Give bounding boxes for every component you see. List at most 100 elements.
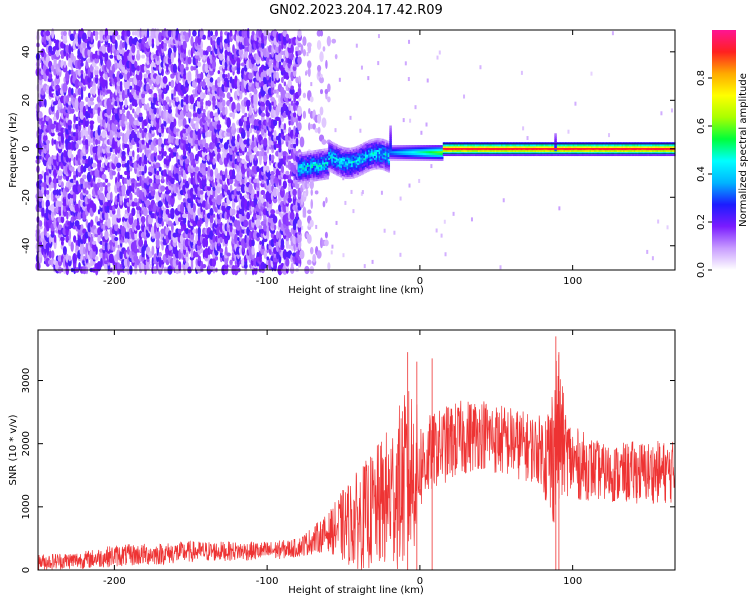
spectrogram-cell [338, 147, 342, 150]
spectrogram-cell [383, 139, 386, 142]
spectrogram-cell [364, 145, 368, 148]
spectrogram-cell [303, 153, 306, 156]
spectrogram-cell [292, 188, 297, 197]
spectrogram-cell [374, 142, 377, 145]
spectrogram-cell [200, 260, 204, 272]
spectrogram-cell [285, 170, 290, 176]
spectrogram-cell [386, 144, 389, 147]
spectrogram-cell [226, 174, 231, 179]
spectrogram-cell [158, 32, 163, 43]
spectrogram-cell [399, 252, 402, 257]
spectrogram-cell [329, 170, 332, 173]
spectrogram-cell [300, 171, 303, 174]
spectrogram-cell [319, 158, 322, 162]
spectrogram-cell [100, 257, 103, 268]
spectrogram-cell [314, 171, 317, 174]
spectrogram-cell [303, 155, 306, 158]
spectrogram-cell [303, 157, 306, 160]
spectrogram-cell [154, 212, 157, 220]
spectrogram-cell [300, 154, 303, 157]
spectrogram-cell [290, 85, 295, 90]
spectrogram-cell [237, 236, 240, 241]
spectrogram-cell [374, 153, 377, 157]
spectrogram-cell [320, 74, 323, 79]
spectrogram-cell [202, 111, 206, 119]
spectrogram-cell [121, 30, 126, 37]
spectrogram-cell [276, 71, 280, 81]
spectrogram-cell [244, 112, 248, 117]
spectrogram-cell [256, 232, 260, 238]
spectrogram-cell [297, 170, 300, 173]
spectrogram-cell [369, 153, 372, 156]
spectrogram-cell [335, 159, 339, 162]
spectrogram-cell [202, 237, 207, 248]
spectrogram-cell [375, 151, 378, 154]
spectrogram-cell [389, 158, 392, 161]
spectrogram-cell [380, 142, 383, 145]
spectrogram-cell [94, 69, 99, 76]
spectrogram-cell [360, 147, 363, 151]
spectrogram-cell [90, 258, 94, 267]
spectrogram-cell [404, 152, 407, 156]
spectrogram-cell [282, 151, 288, 157]
spectrogram-cell [386, 156, 389, 159]
spectrogram-cell [316, 169, 319, 172]
spectrogram-cell [367, 76, 370, 81]
spectrogram-cell [211, 59, 217, 70]
spectrogram-cell [361, 162, 365, 165]
spectrogram-cell [367, 161, 371, 164]
spectrogram-cell [322, 148, 325, 151]
spectrogram-cell [209, 77, 214, 83]
spectrogram-cell [320, 89, 324, 95]
spectrogram-cell [502, 198, 505, 203]
spectrogram-cell [320, 154, 323, 158]
spectrogram-cell [387, 156, 391, 159]
spectrogram-cell [51, 138, 54, 146]
spectrogram-cell [363, 144, 366, 147]
spectrogram-cell [399, 196, 402, 201]
spectrogram-cell [92, 30, 96, 36]
spectrogram-cell [114, 40, 118, 51]
spectrogram-cell [246, 211, 251, 220]
spectrogram-cell [331, 170, 334, 174]
spectrogram-cell [342, 176, 345, 181]
spectrogram-cell [63, 94, 67, 105]
spectrogram-cell [163, 150, 167, 157]
spectrogram-cell [383, 228, 386, 233]
spectrogram-cell [204, 63, 209, 74]
spectrogram-cell [41, 170, 45, 176]
spectrogram-cell [295, 46, 300, 52]
spectrogram-cell [319, 76, 324, 84]
spectrogram-cell [217, 70, 221, 75]
spectrogram-cell [369, 155, 372, 158]
spectrogram-cell [357, 157, 360, 160]
spectrogram-cell [331, 143, 334, 146]
spectrogram-cell [400, 152, 403, 156]
spectrogram-cell [174, 128, 180, 133]
spectrogram-cell [87, 92, 91, 99]
spectrogram-cell [371, 162, 374, 165]
spectrogram-cell [158, 256, 162, 268]
spectrogram-cell [316, 151, 319, 154]
spectrogram-cell [303, 169, 306, 172]
spectrogram-cell [366, 150, 369, 153]
spectrogram-cell [300, 44, 304, 54]
spectrogram-cell [288, 38, 292, 45]
spectrogram-cell [345, 159, 348, 162]
spectrogram-cell [386, 148, 389, 151]
spectrogram-cell [138, 112, 143, 118]
spectrogram-cell [366, 167, 369, 171]
spectrogram-cell [396, 152, 400, 156]
spectrogram-cell [401, 150, 404, 154]
spectrogram-cell [50, 64, 55, 72]
spectrogram-cell [319, 174, 322, 177]
spectrogram-cell [354, 166, 357, 169]
spectrogram-cell [244, 161, 248, 170]
spectrogram-cell [378, 140, 381, 143]
spectrogram-cell [367, 144, 371, 147]
spectrogram-cell [387, 141, 391, 144]
spectrogram-cell [387, 166, 391, 169]
spectrogram-cell [195, 258, 199, 266]
spectrogram-cell [380, 150, 383, 153]
